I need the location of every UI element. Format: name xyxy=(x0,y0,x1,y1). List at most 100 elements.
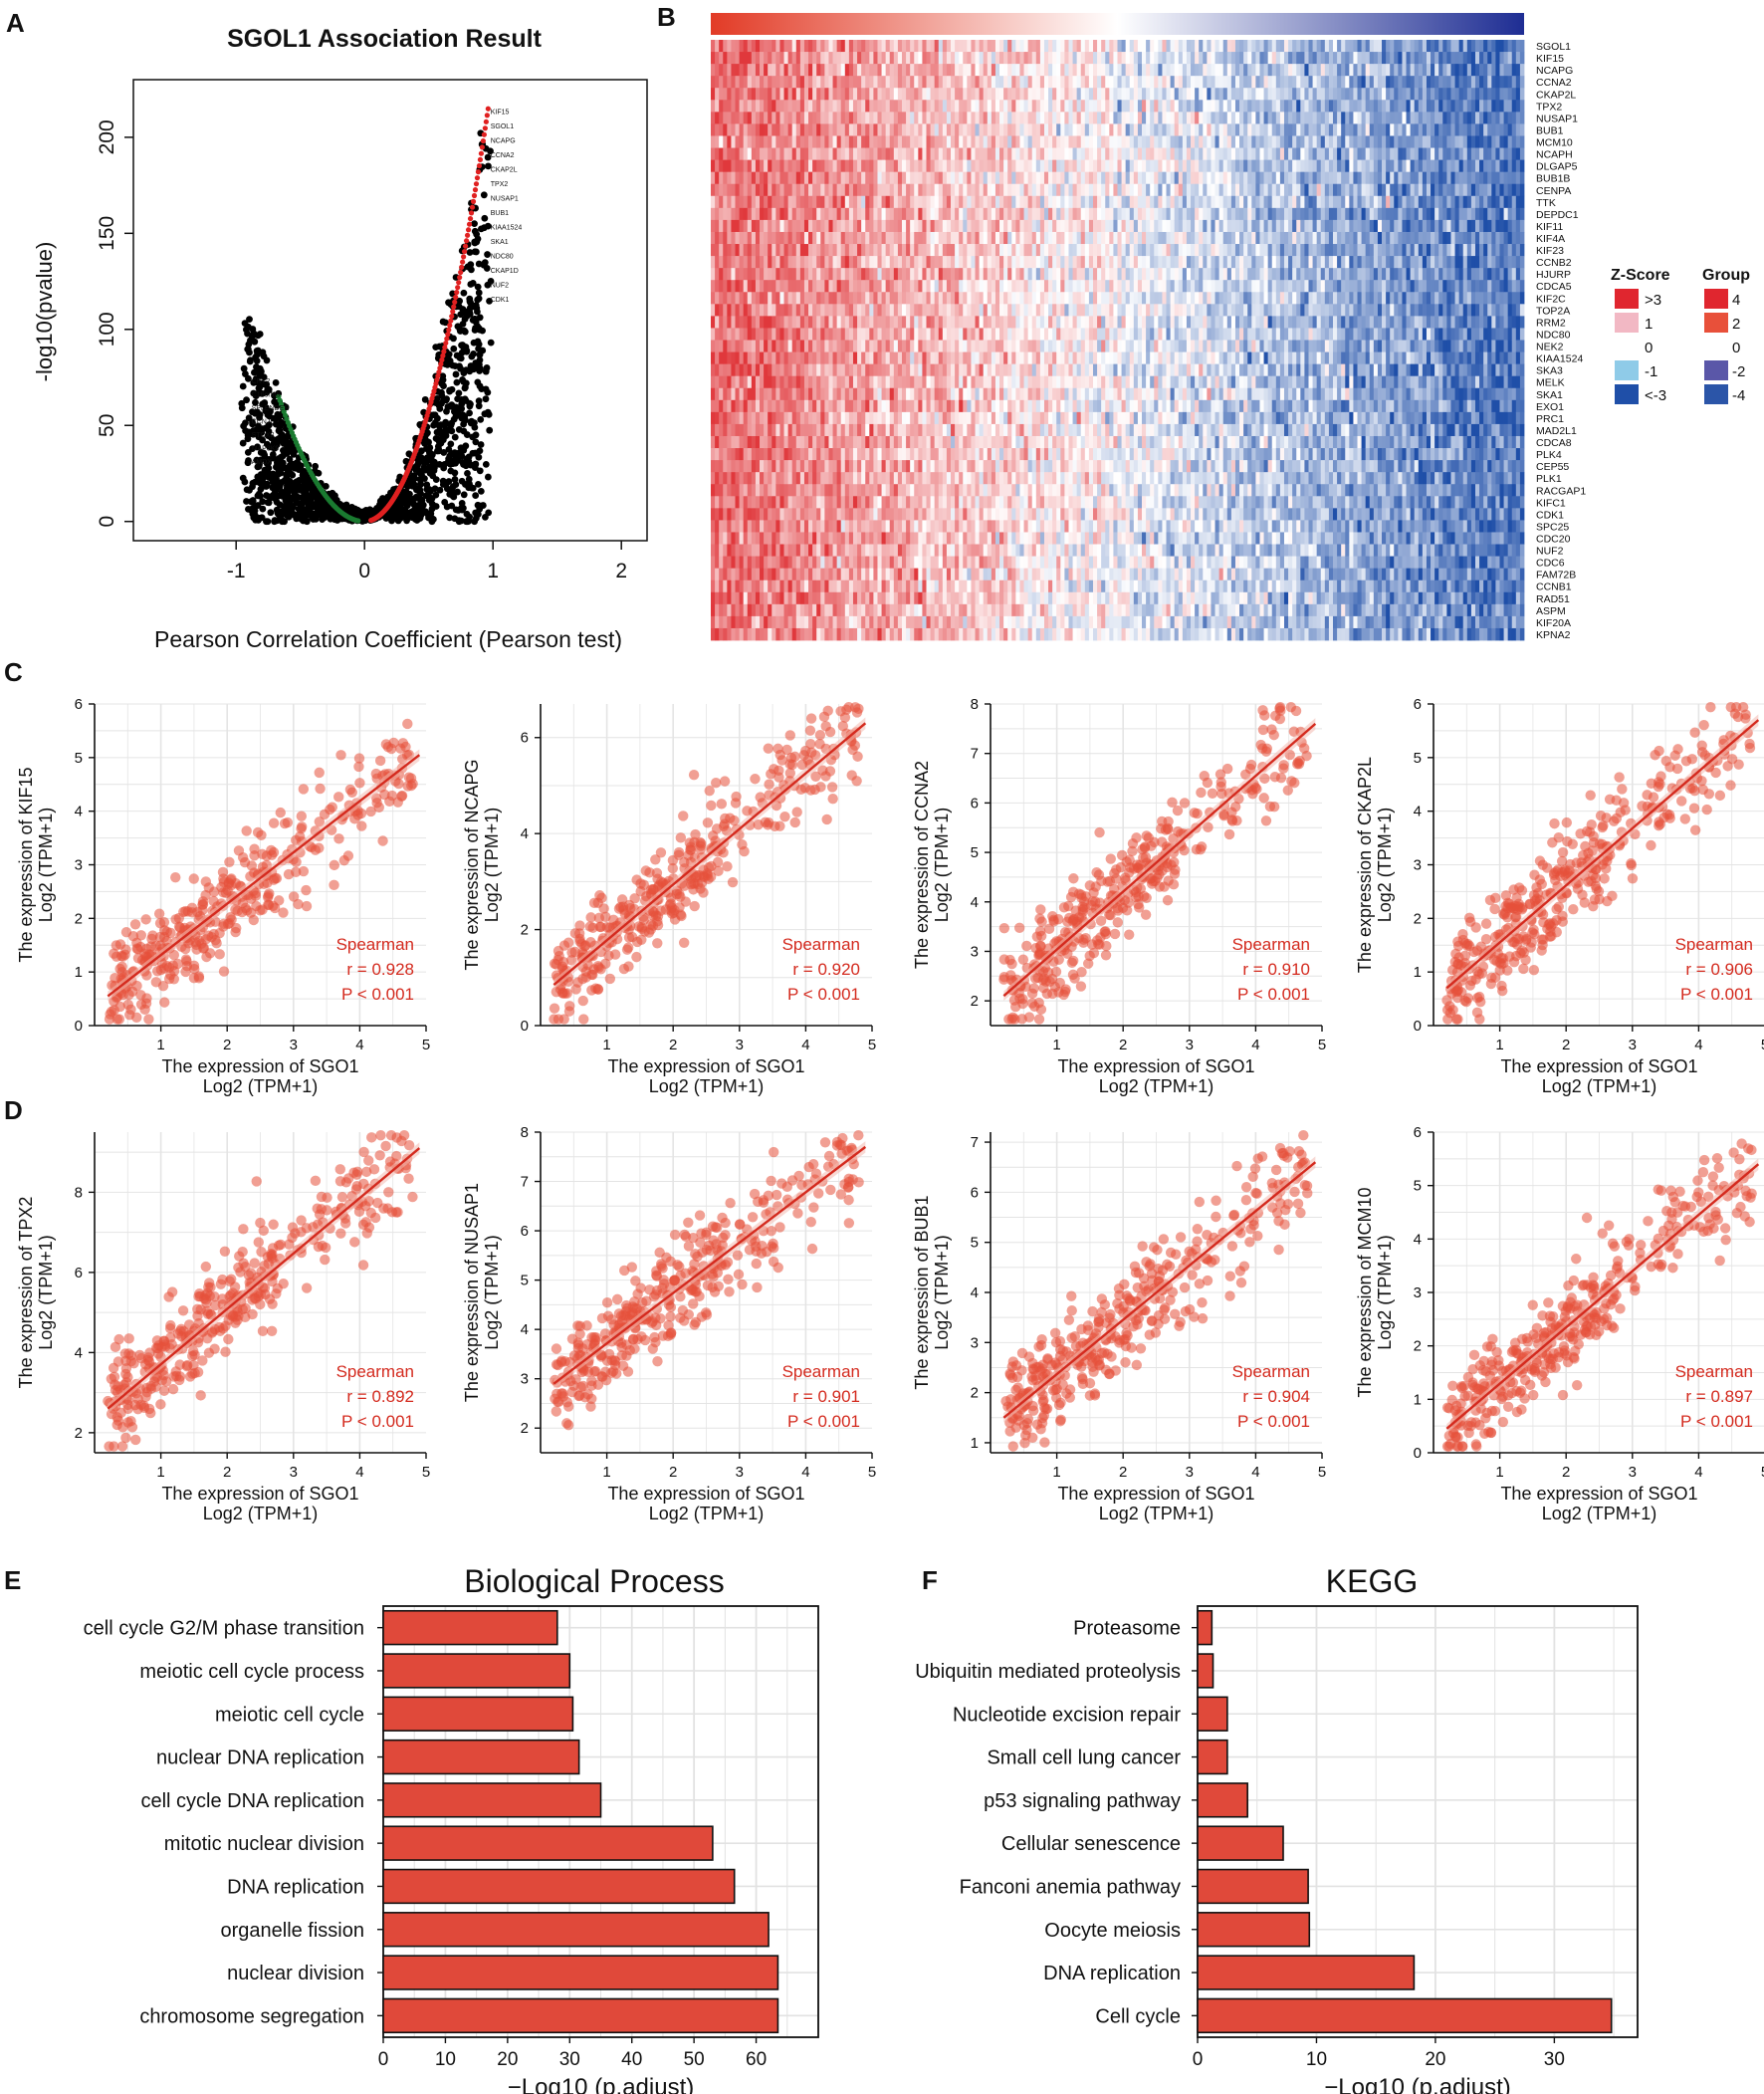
heatmap-cell xyxy=(783,112,789,124)
heatmap-cell xyxy=(812,363,817,377)
heatmap-cell xyxy=(779,40,784,53)
volcano-point xyxy=(443,407,450,415)
heatmap-cell xyxy=(795,280,801,293)
heatmap-cell xyxy=(963,195,968,209)
heatmap-cell xyxy=(881,40,887,53)
heatmap-cell xyxy=(873,76,878,89)
heatmap-cell xyxy=(787,100,793,113)
volcano-point-positive xyxy=(479,144,486,150)
heatmap-cell xyxy=(832,363,838,377)
heatmap-cell xyxy=(760,411,765,425)
heatmap-cell xyxy=(727,100,732,113)
heatmap-cell xyxy=(955,304,960,317)
heatmap-cell xyxy=(743,328,749,341)
heatmap-cell xyxy=(967,375,972,389)
heatmap-cell xyxy=(772,544,776,557)
heatmap-cell xyxy=(735,183,740,197)
heatmap-cell xyxy=(967,147,972,160)
heatmap-cell xyxy=(901,460,907,473)
heatmap-cell xyxy=(861,544,866,557)
volcano-gene-label: SGOL1 xyxy=(491,123,514,130)
heatmap-cell xyxy=(910,387,915,401)
heatmap-cell xyxy=(755,568,761,582)
heatmap-cell xyxy=(942,340,948,352)
heatmap-cell xyxy=(832,112,838,124)
heatmap-cell xyxy=(751,280,757,293)
heatmap-cell xyxy=(808,387,813,401)
heatmap-cell xyxy=(971,40,976,53)
heatmap-cell xyxy=(979,532,985,545)
volcano-point xyxy=(473,230,481,238)
heatmap-cell xyxy=(942,159,948,173)
heatmap-cell xyxy=(901,316,907,329)
heatmap-cell xyxy=(877,435,882,449)
heatmap-cell xyxy=(828,123,833,136)
heatmap-cell xyxy=(711,435,716,449)
heatmap-cell xyxy=(914,603,919,617)
heatmap-cell xyxy=(844,423,850,437)
heatmap-cell xyxy=(885,256,891,269)
heatmap-cell xyxy=(946,280,952,293)
heatmap-cell xyxy=(918,147,923,160)
heatmap-cell xyxy=(768,304,772,317)
heatmap-cell xyxy=(893,411,899,425)
heatmap-cell xyxy=(963,207,968,221)
heatmap-cell xyxy=(930,603,936,617)
heatmap-cell xyxy=(848,159,854,173)
heatmap-cell xyxy=(897,159,903,173)
heatmap-cell xyxy=(828,568,833,582)
heatmap-cell xyxy=(893,387,899,401)
heatmap-cell xyxy=(743,52,749,65)
heatmap-cell xyxy=(901,64,907,77)
heatmap-cell xyxy=(946,363,952,377)
heatmap-cell xyxy=(979,508,985,521)
heatmap-cell xyxy=(959,484,964,497)
heatmap-cell xyxy=(930,52,936,65)
heatmap-cell xyxy=(812,484,817,497)
heatmap-cell xyxy=(983,147,989,160)
heatmap-cell xyxy=(971,387,976,401)
heatmap-cell xyxy=(865,135,870,148)
heatmap-cell xyxy=(934,100,940,113)
heatmap-cell xyxy=(865,508,870,521)
heatmap-cell xyxy=(889,375,895,389)
heatmap-cell xyxy=(889,411,895,425)
heatmap-cell xyxy=(820,472,825,485)
heatmap-cell xyxy=(787,88,793,101)
heatmap-cell xyxy=(820,207,825,221)
heatmap-cell xyxy=(760,112,765,124)
volcano-point-positive xyxy=(469,204,476,210)
heatmap-cell xyxy=(751,544,757,557)
heatmap-cell xyxy=(824,316,829,329)
heatmap-cell xyxy=(775,207,780,221)
heatmap-cell xyxy=(963,496,968,509)
heatmap-cell xyxy=(901,448,907,461)
heatmap-cell xyxy=(975,363,981,377)
heatmap-cell xyxy=(787,556,793,570)
heatmap-cell xyxy=(808,135,813,148)
heatmap-cell xyxy=(747,484,753,497)
heatmap-cell xyxy=(719,52,724,65)
heatmap-cell xyxy=(901,399,907,413)
volcano-point xyxy=(452,412,460,420)
heatmap-cell xyxy=(783,195,789,209)
heatmap-cell xyxy=(755,123,761,136)
heatmap-cell xyxy=(963,135,968,148)
heatmap-cell xyxy=(812,351,817,365)
heatmap-cell xyxy=(955,231,960,245)
heatmap-cell xyxy=(942,147,948,160)
volcano-point xyxy=(289,503,297,510)
heatmap-cell xyxy=(971,112,976,124)
heatmap-cell xyxy=(926,64,931,77)
heatmap-cell xyxy=(951,40,956,53)
heatmap-cell xyxy=(934,328,940,341)
heatmap-cell xyxy=(723,472,728,485)
heatmap-cell xyxy=(775,195,780,209)
heatmap-cell xyxy=(751,556,757,570)
heatmap-cell xyxy=(971,292,976,305)
heatmap-cell xyxy=(772,292,776,305)
heatmap-cell xyxy=(906,219,911,233)
heatmap-cell xyxy=(723,100,728,113)
heatmap-cell xyxy=(783,399,789,413)
heatmap-cell xyxy=(881,231,887,245)
